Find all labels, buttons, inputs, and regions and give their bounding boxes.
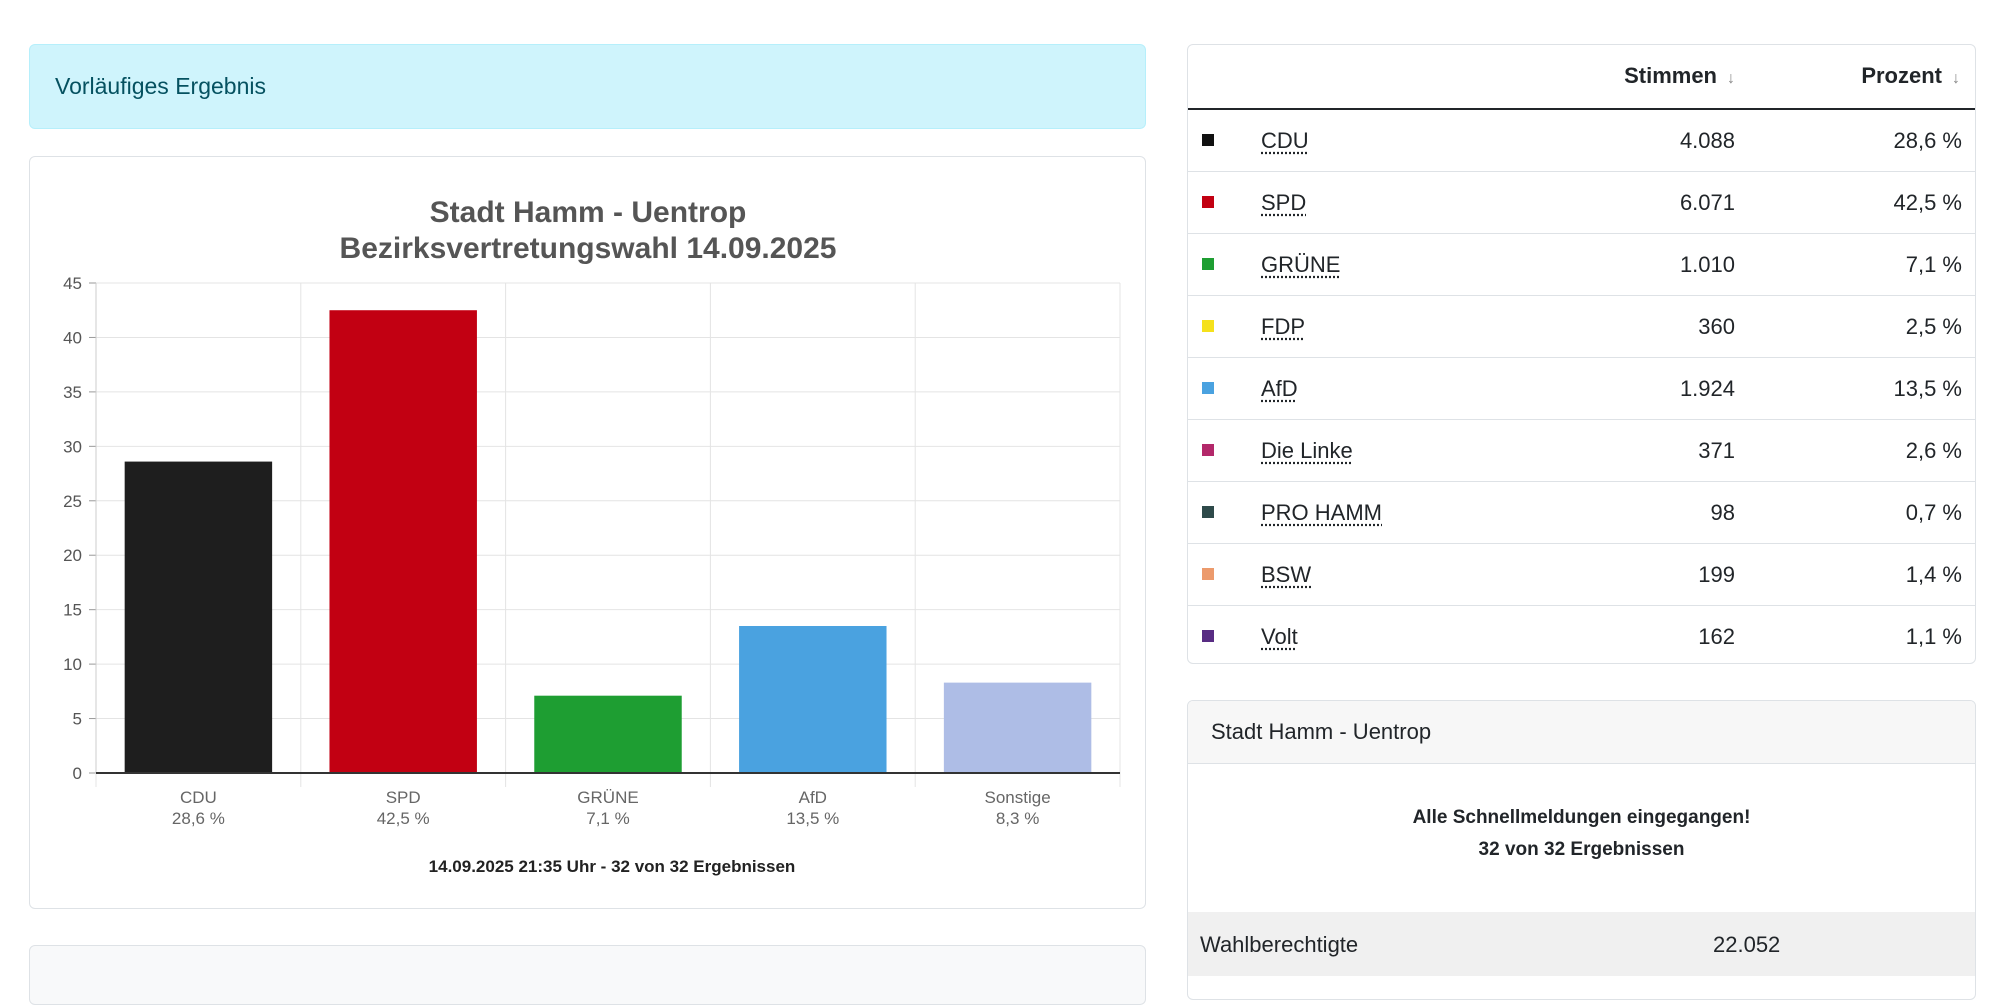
party-votes: 360	[1698, 314, 1735, 339]
party-votes: 1.010	[1679, 252, 1735, 277]
party-color-swatch	[1202, 196, 1214, 208]
party-color-swatch	[1202, 258, 1214, 270]
party-percent: 13,5 %	[1893, 376, 1963, 401]
x-category-percent: 8,3 %	[996, 809, 1039, 828]
party-name-link[interactable]: FDP	[1261, 314, 1305, 339]
y-tick-label: 30	[63, 437, 82, 456]
chart-footer: 14.09.2025 21:35 Uhr - 32 von 32 Ergebni…	[429, 857, 796, 876]
party-name-link[interactable]: AfD	[1261, 376, 1298, 401]
chart-subtitle: Bezirksvertretungswahl 14.09.2025	[340, 232, 837, 265]
party-color-swatch	[1202, 506, 1214, 518]
party-name-link[interactable]: CDU	[1261, 128, 1309, 153]
party-percent: 0,7 %	[1905, 500, 1962, 525]
x-category-percent: 28,6 %	[172, 809, 225, 828]
party-name-link[interactable]: Volt	[1261, 624, 1298, 649]
party-percent: 1,4 %	[1905, 562, 1962, 587]
party-color-swatch	[1202, 320, 1214, 332]
x-category-label: AfD	[799, 788, 827, 807]
bar-sonstige[interactable]	[943, 682, 1092, 773]
y-tick-label: 10	[63, 655, 82, 674]
table-row: GRÜNE 1.010 7,1 %	[1188, 234, 1975, 296]
party-name-link[interactable]: SPD	[1261, 190, 1307, 215]
table-row: FDP 360 2,5 %	[1188, 296, 1975, 358]
party-name-link[interactable]: Die Linke	[1261, 438, 1353, 463]
y-tick-label: 0	[73, 764, 82, 783]
party-percent: 7,1 %	[1905, 252, 1962, 277]
chart-card: Stadt Hamm - Uentrop Bezirksvertretungsw…	[29, 156, 1146, 909]
party-name-link[interactable]: GRÜNE	[1261, 252, 1341, 277]
votes-header-label: Stimmen	[1624, 63, 1717, 88]
info-header: Stadt Hamm - Uentrop	[1188, 701, 1975, 764]
x-category-label: CDU	[180, 788, 217, 807]
next-card	[29, 945, 1146, 1005]
x-category-label: GRÜNE	[577, 788, 638, 807]
x-category-label: Sonstige	[985, 788, 1051, 807]
party-votes: 4.088	[1679, 128, 1735, 153]
party-name-link[interactable]: BSW	[1261, 562, 1312, 587]
sort-votes-header[interactable]: Stimmen ↓	[1624, 63, 1735, 89]
table-row: Volt 162 1,1 %	[1188, 606, 1975, 663]
y-tick-label: 35	[63, 383, 82, 402]
party-votes: 371	[1698, 438, 1735, 463]
party-percent: 28,6 %	[1893, 128, 1963, 153]
party-color-swatch	[1202, 382, 1214, 394]
y-tick-label: 40	[63, 328, 82, 347]
y-tick-label: 20	[63, 546, 82, 565]
sort-arrow-icon: ↓	[1727, 70, 1735, 87]
bar-chart: Stadt Hamm - Uentrop Bezirksvertretungsw…	[63, 196, 1121, 876]
party-name-link[interactable]: PRO HAMM	[1261, 500, 1382, 525]
completion-message: Alle Schnellmeldungen eingegangen! 32 vo…	[1188, 764, 1975, 912]
bar-spd[interactable]	[329, 310, 477, 773]
table-body: CDU 4.088 28,6 % SPD 6.071 42,5 % GRÜNE 1.010 7,…	[1188, 110, 1975, 663]
party-color-swatch	[1202, 444, 1214, 456]
info-card: Stadt Hamm - Uentrop Alle Schnellmeldung…	[1187, 700, 1976, 1000]
message-line-2: 32 von 32 Ergebnissen	[1478, 839, 1685, 860]
x-category-percent: 13,5 %	[786, 809, 839, 828]
y-tick-label: 45	[63, 274, 82, 293]
party-percent: 1,1 %	[1905, 624, 1962, 649]
y-tick-label: 15	[63, 601, 82, 620]
party-percent: 2,6 %	[1905, 438, 1962, 463]
party-votes: 98	[1710, 500, 1735, 525]
sort-percent-header[interactable]: Prozent ↓	[1861, 63, 1960, 89]
party-color-swatch	[1202, 630, 1214, 642]
party-votes: 162	[1698, 624, 1735, 649]
table-row: BSW 199 1,4 %	[1188, 544, 1975, 606]
bar-cdu[interactable]	[124, 461, 273, 773]
x-category-label: SPD	[386, 788, 421, 807]
party-percent: 2,5 %	[1905, 314, 1962, 339]
party-votes: 1.924	[1679, 376, 1735, 401]
sort-arrow-icon: ↓	[1952, 70, 1960, 87]
bar-afd[interactable]	[739, 626, 887, 773]
y-tick-label: 5	[73, 710, 82, 729]
eligible-voters-row: Wahlberechtigte 22.052	[1188, 912, 1975, 976]
alert-text: Vorläufiges Ergebnis	[55, 73, 266, 99]
percent-header-label: Prozent	[1861, 63, 1942, 88]
table-row: Die Linke 371 2,6 %	[1188, 420, 1975, 482]
bar-grüne[interactable]	[534, 695, 682, 773]
results-table: Stimmen ↓ Prozent ↓ CDU 4.088 28,6 % SPD 6.071…	[1187, 44, 1976, 664]
party-color-swatch	[1202, 568, 1214, 580]
preliminary-result-alert: Vorläufiges Ergebnis	[29, 44, 1146, 129]
table-row: SPD 6.071 42,5 %	[1188, 172, 1975, 234]
party-color-swatch	[1202, 134, 1214, 146]
table-row: PRO HAMM 98 0,7 %	[1188, 482, 1975, 544]
table-row: AfD 1.924 13,5 %	[1188, 358, 1975, 420]
eligible-voters-value: 22.052	[1713, 932, 1781, 957]
y-tick-label: 25	[63, 492, 82, 511]
message-line-1: Alle Schnellmeldungen eingegangen!	[1412, 807, 1751, 828]
party-percent: 42,5 %	[1893, 190, 1963, 215]
party-votes: 199	[1698, 562, 1735, 587]
party-votes: 6.071	[1679, 190, 1735, 215]
table-header: Stimmen ↓ Prozent ↓	[1188, 45, 1975, 110]
table-row: CDU 4.088 28,6 %	[1188, 110, 1975, 172]
eligible-voters-label: Wahlberechtigte	[1200, 932, 1359, 957]
x-category-percent: 42,5 %	[377, 809, 430, 828]
chart-title: Stadt Hamm - Uentrop	[430, 196, 747, 229]
x-category-percent: 7,1 %	[586, 809, 629, 828]
